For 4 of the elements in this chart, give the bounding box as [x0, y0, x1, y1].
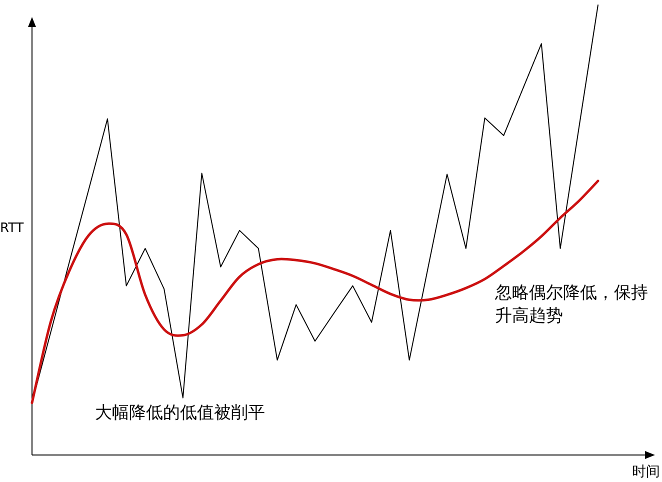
ylabel: RTT — [0, 221, 24, 236]
annotation: 大幅降低的低值被削平 — [95, 403, 265, 423]
annotation: 忽略偶尔降低，保持升高趋势 — [495, 283, 648, 326]
xlabel: 时间 — [632, 464, 660, 480]
